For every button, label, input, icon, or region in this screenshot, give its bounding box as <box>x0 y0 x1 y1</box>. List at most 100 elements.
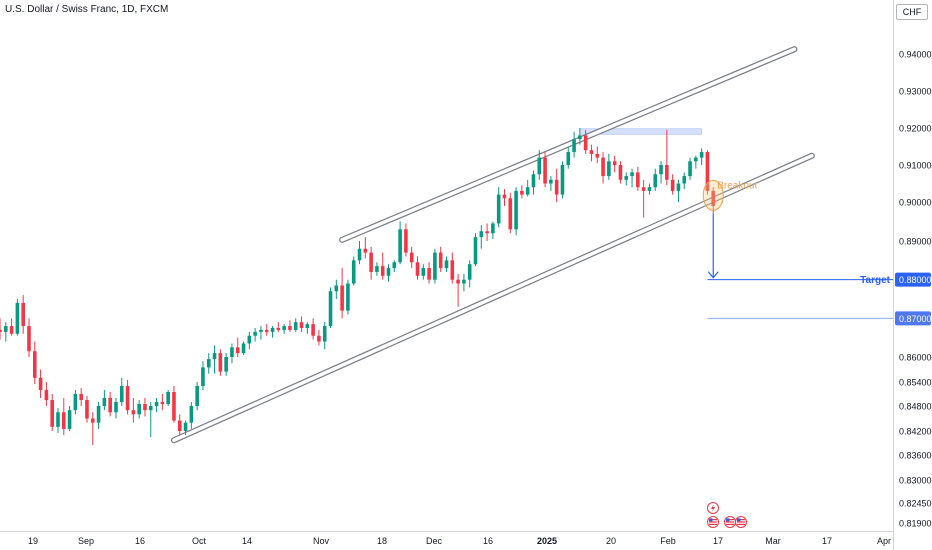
candle-body <box>131 410 136 415</box>
candle-body <box>288 326 292 330</box>
candle <box>595 146 600 164</box>
candle-body <box>21 302 25 327</box>
time-tick-label[interactable]: Sep <box>78 536 94 546</box>
price-tick-label[interactable]: 0.89000 <box>899 237 932 247</box>
candle-body <box>421 268 426 276</box>
candle-body <box>508 198 513 230</box>
candle-body <box>549 179 553 184</box>
price-tick-label[interactable]: 0.90000 <box>899 198 932 208</box>
candle-body <box>694 157 698 162</box>
flag-icon-stripe <box>737 519 745 521</box>
candle <box>9 318 14 336</box>
price-tick-label[interactable]: 0.82450 <box>899 499 932 509</box>
price-level-badge-label: 0.87000 <box>899 314 932 324</box>
candle-body <box>44 390 49 400</box>
candle <box>276 322 281 332</box>
candle <box>641 179 646 218</box>
candle-body <box>560 165 565 195</box>
candle <box>137 400 141 419</box>
channel-upper-line[interactable] <box>339 46 798 243</box>
channel-lower-line[interactable] <box>170 152 815 444</box>
candle-body <box>578 135 582 140</box>
candle-body <box>583 135 588 151</box>
lightning-icon[interactable] <box>707 502 719 514</box>
candle-body <box>705 152 710 191</box>
time-tick-label[interactable]: 18 <box>377 536 387 546</box>
candle-body <box>415 262 420 276</box>
candle <box>125 379 130 415</box>
candle-body <box>699 152 704 158</box>
flag-icon-canton <box>737 518 741 522</box>
price-tick-label[interactable]: 0.83600 <box>899 451 932 461</box>
time-tick-label[interactable]: Oct <box>192 536 207 546</box>
flag-icon-canton <box>726 518 730 522</box>
price-tick-label[interactable]: 0.93000 <box>899 87 932 97</box>
time-tick-label[interactable]: 20 <box>606 536 616 546</box>
candle-body <box>375 266 379 272</box>
us-flag-icon[interactable] <box>735 516 747 528</box>
candle <box>618 161 623 184</box>
candle <box>665 129 669 186</box>
candle <box>67 406 72 431</box>
time-tick-label[interactable]: Feb <box>660 536 676 546</box>
candle-body <box>90 418 95 423</box>
candle-body <box>438 252 443 269</box>
time-tick-label[interactable]: 16 <box>483 536 493 546</box>
candle-body <box>253 331 257 336</box>
price-tick-label[interactable]: 0.91000 <box>899 161 932 171</box>
time-tick-label[interactable]: Mar <box>765 536 781 546</box>
price-tick-label[interactable]: 0.84200 <box>899 427 932 437</box>
candle-body <box>456 279 460 284</box>
time-tick-label[interactable]: 2025 <box>537 536 557 546</box>
time-tick-label[interactable]: Dec <box>426 536 443 546</box>
candle-body <box>32 351 37 378</box>
candle <box>154 398 159 413</box>
time-tick-label[interactable]: Nov <box>313 536 330 546</box>
candle <box>102 390 107 411</box>
price-level-badge[interactable] <box>895 311 931 326</box>
time-tick-label[interactable]: 19 <box>28 536 38 546</box>
channel-layer[interactable] <box>170 46 815 444</box>
candle-body <box>79 394 83 400</box>
candle <box>659 161 663 184</box>
candle-body <box>612 161 617 165</box>
candle-body <box>114 402 118 413</box>
price-tick-label[interactable]: 0.85400 <box>899 378 932 388</box>
time-tick-label[interactable]: Apr <box>877 536 891 546</box>
candle-body <box>636 172 640 188</box>
time-tick-label[interactable]: 16 <box>135 536 145 546</box>
price-level-badge[interactable] <box>895 272 931 287</box>
time-tick-label[interactable]: 17 <box>713 536 723 546</box>
price-tick-label[interactable]: 0.92000 <box>899 124 932 134</box>
candle <box>21 295 25 334</box>
candle-body <box>282 326 286 330</box>
candle <box>259 326 263 340</box>
event-icons-layer[interactable] <box>707 502 747 528</box>
time-tick-label[interactable]: 17 <box>822 536 832 546</box>
candle-body <box>554 179 559 195</box>
price-tick-label[interactable]: 0.83000 <box>899 476 932 486</box>
candle <box>305 322 310 334</box>
time-tick-label[interactable]: 14 <box>242 536 252 546</box>
candle <box>15 299 20 336</box>
candle-body <box>206 359 211 368</box>
candle <box>520 185 524 199</box>
price-tick-label[interactable]: 0.94000 <box>899 50 932 60</box>
us-flag-icon[interactable] <box>724 516 736 528</box>
candle-body <box>479 231 484 238</box>
candle <box>206 353 211 374</box>
candle-body <box>230 347 234 357</box>
candle <box>293 318 298 332</box>
candle-body <box>653 174 658 188</box>
price-tick-label[interactable]: 0.81900 <box>899 519 932 529</box>
currency-badge[interactable]: CHF <box>896 4 928 20</box>
candle <box>404 223 408 257</box>
candle-body <box>485 231 489 234</box>
candle-body <box>305 324 310 328</box>
price-tick-label[interactable]: 0.86000 <box>899 353 932 363</box>
candle <box>479 225 484 249</box>
price-tick-label[interactable]: 0.84800 <box>899 402 932 412</box>
us-flag-icon[interactable] <box>707 516 719 528</box>
